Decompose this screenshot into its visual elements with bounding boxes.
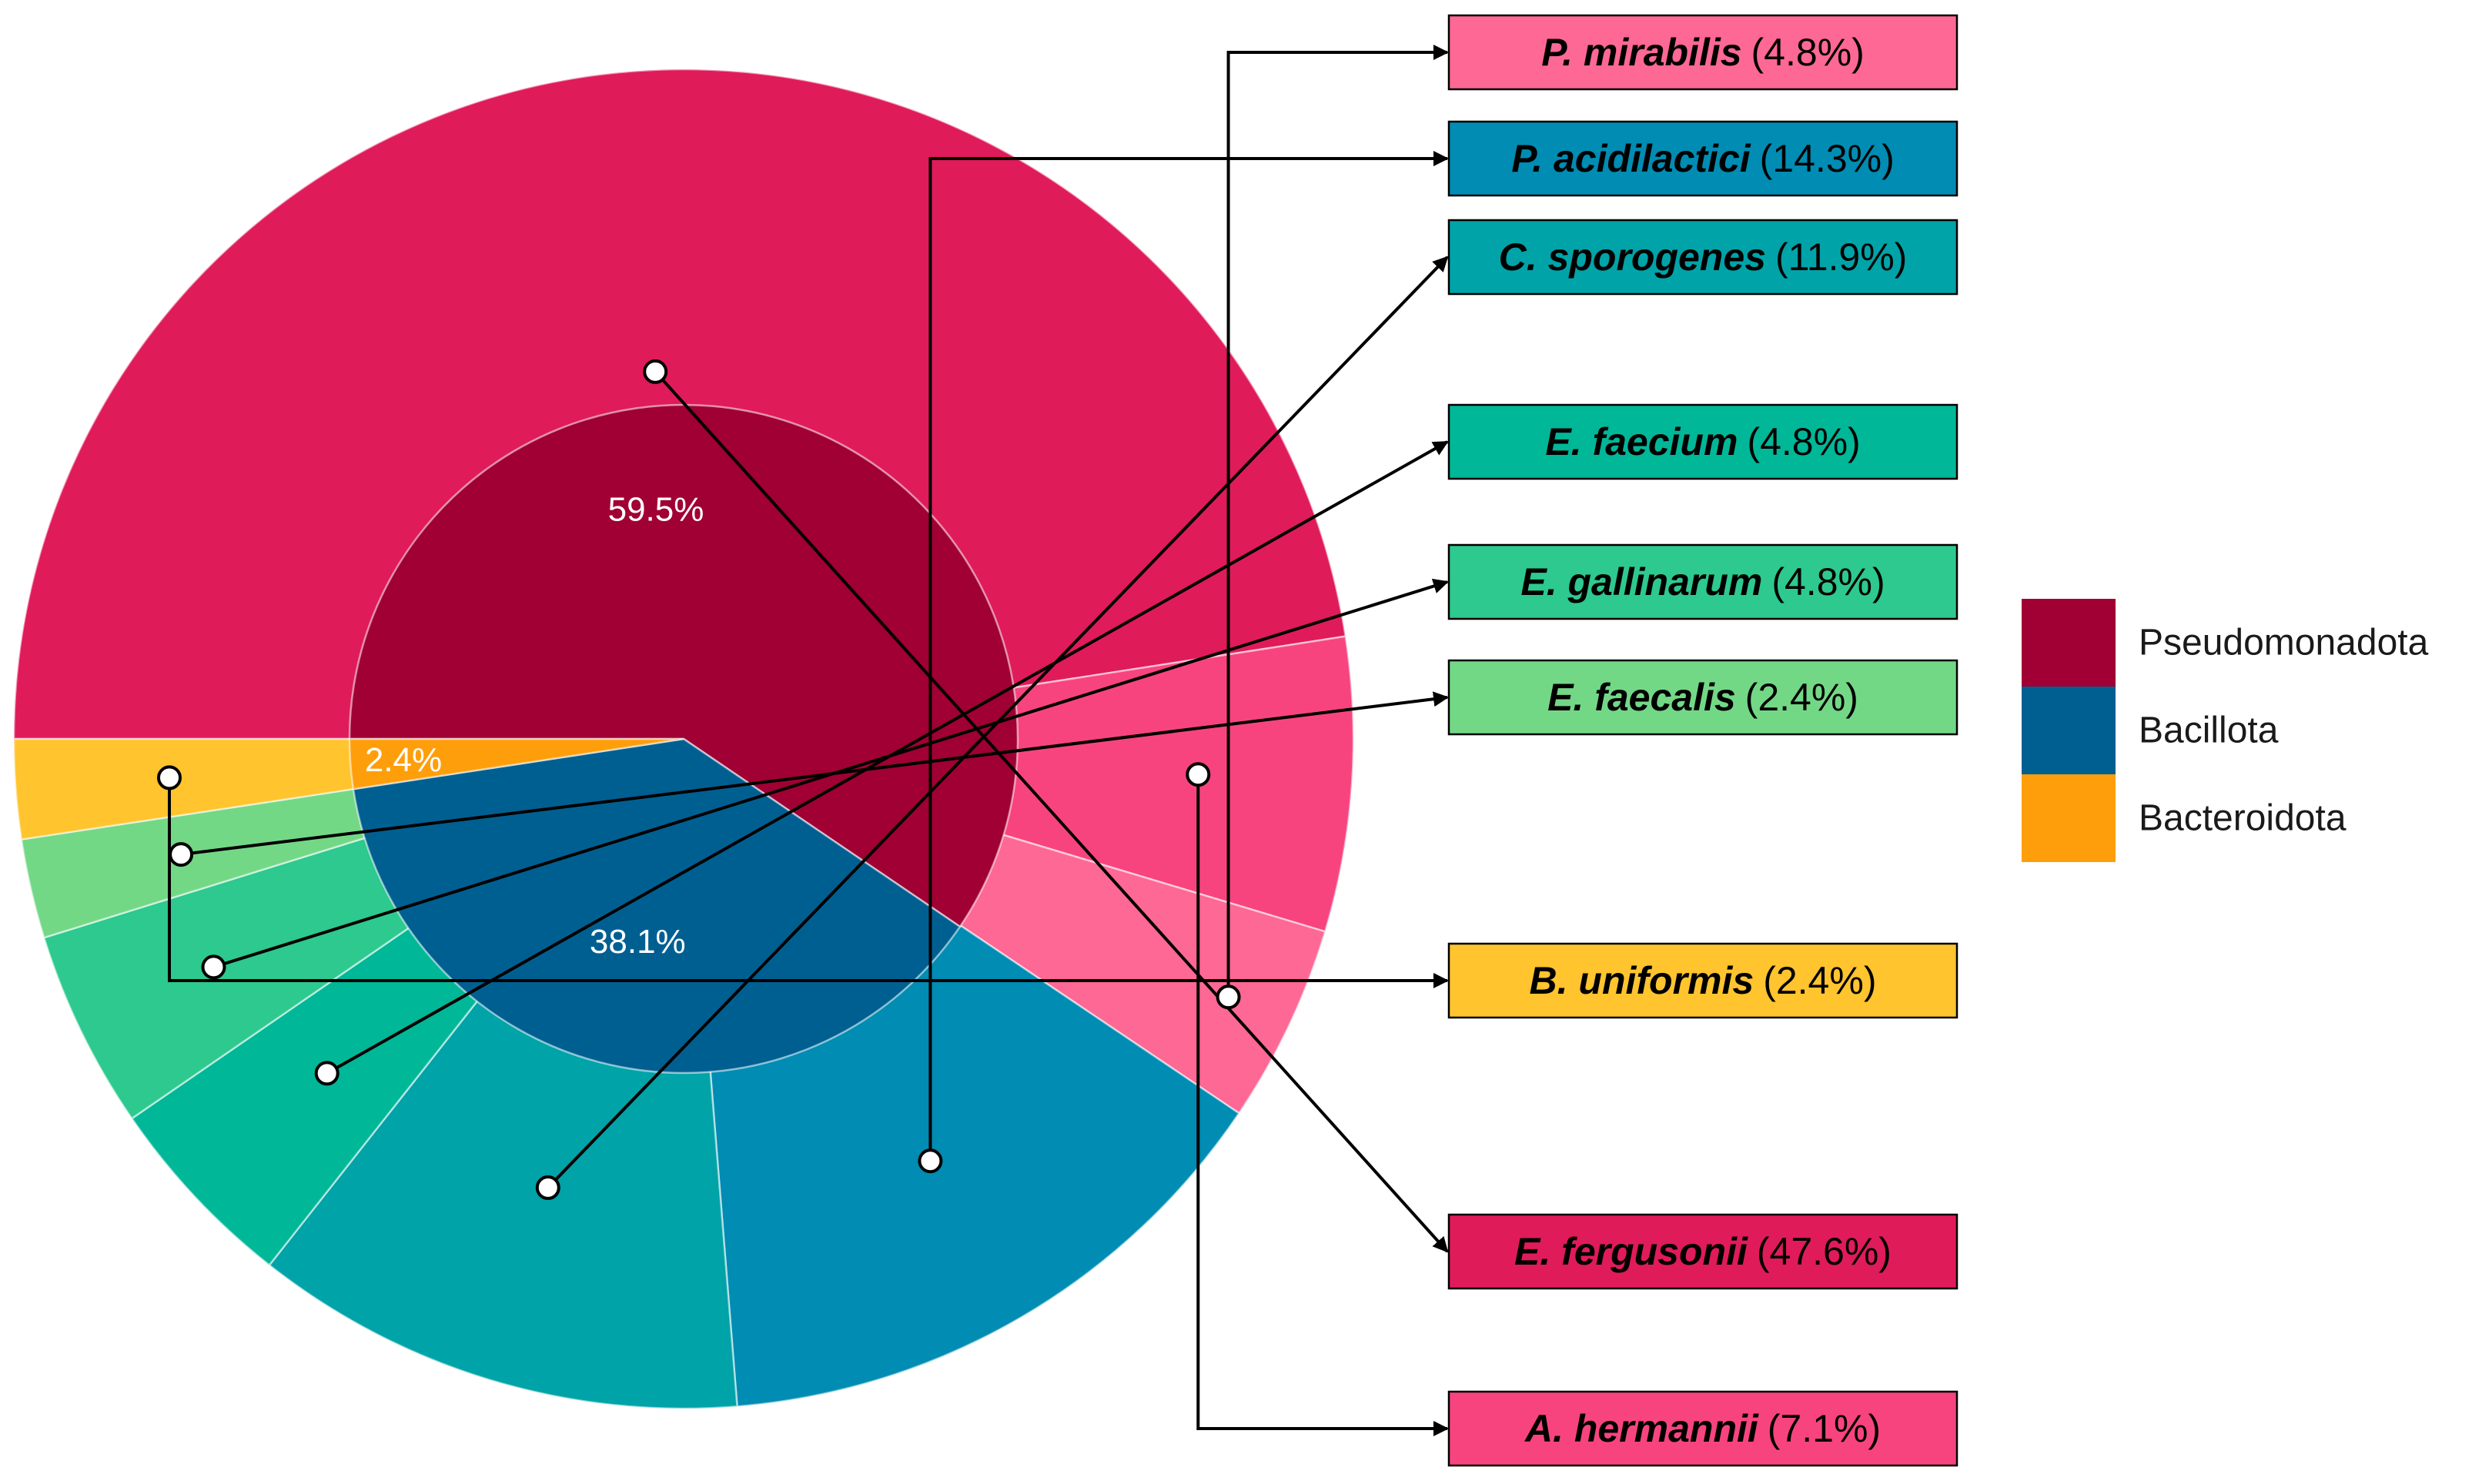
- legend-swatch-pseudomonadota: [2022, 599, 2116, 687]
- legend-label-bacillota: Bacillota: [2139, 710, 2279, 751]
- anchor-dot-e-gallinarum: [201, 954, 226, 980]
- species-percent: (47.6%): [1757, 1230, 1892, 1273]
- callout-box-e-gallinarum: [1447, 543, 1959, 620]
- callout-label-b-uniformis: B. uniformis (2.4%): [1530, 959, 1877, 1002]
- callout-label-e-fergusonii: E. fergusonii (47.6%): [1514, 1230, 1892, 1273]
- leader-e-faecalis: [180, 691, 1449, 857]
- callout-label-c-sporogenes: C. sporogenes (11.9%): [1499, 236, 1908, 279]
- species-name: P. mirabilis: [1541, 31, 1741, 74]
- callout-box-a-hermannii: [1447, 1390, 1959, 1467]
- callout-label-p-acidilactici: P. acidilactici (14.3%): [1511, 137, 1894, 180]
- species-percent: (11.9%): [1775, 236, 1907, 279]
- species-name: E. faecium: [1545, 420, 1738, 463]
- species-percent: (7.1%): [1768, 1407, 1881, 1450]
- anchor-dot-b-uniformis: [157, 765, 182, 790]
- inner-slice-pseudomonadota: [348, 403, 1019, 928]
- leader-b-uniformis: [167, 777, 1449, 988]
- species-percent: (4.8%): [1747, 420, 1860, 463]
- species-name: E. faecalis: [1547, 676, 1736, 719]
- leader-p-mirabilis: [1226, 45, 1449, 998]
- anchor-dot-e-fergusonii: [643, 359, 668, 384]
- leader-p-acidilactici: [928, 151, 1449, 1161]
- inner-slice-bacillota: [352, 737, 962, 1075]
- species-name: E. gallinarum: [1520, 560, 1762, 603]
- callout-label-e-faecalis: E. faecalis (2.4%): [1547, 676, 1858, 719]
- leader-e-fergusonii: [654, 370, 1449, 1253]
- inner-label-pseudomonadota: 59.5%: [608, 491, 704, 529]
- callout-box-b-uniformis: [1447, 942, 1959, 1019]
- legend-swatch-bacillota: [2022, 687, 2116, 774]
- species-name: B. uniformis: [1530, 959, 1754, 1002]
- anchor-dot-c-sporogenes: [535, 1175, 560, 1200]
- legend: Pseudomonadota Bacillota Bacteroidota: [2022, 599, 2429, 862]
- anchor-dot-e-faecium: [314, 1061, 340, 1086]
- species-percent: (2.4%): [1745, 676, 1858, 719]
- callout-label-e-faecium: E. faecium (4.8%): [1545, 420, 1860, 463]
- inner-label-bacillota: 38.1%: [590, 923, 686, 961]
- species-percent: (14.3%): [1760, 137, 1895, 180]
- callout-box-c-sporogenes: [1447, 219, 1959, 296]
- anchor-dot-p-mirabilis: [1216, 984, 1241, 1010]
- callout-box-e-faecalis: [1447, 659, 1959, 736]
- callout-label-a-hermannii: A. hermannii (7.1%): [1524, 1407, 1881, 1450]
- inner-label-bacteroidota: 2.4%: [365, 741, 442, 779]
- legend-label-pseudomonadota: Pseudomonadota: [2139, 623, 2429, 663]
- species-percent: (4.8%): [1751, 31, 1865, 74]
- callout-label-p-mirabilis: P. mirabilis (4.8%): [1541, 31, 1865, 74]
- leader-a-hermannii: [1196, 774, 1449, 1436]
- species-name: C. sporogenes: [1499, 236, 1766, 279]
- legend-swatch-bacteroidota: [2022, 774, 2116, 862]
- species-percent: (4.8%): [1771, 560, 1885, 603]
- callout-labels: E. fergusonii (47.6%) A. hermannii (7.1%) P.…: [1447, 14, 1959, 1467]
- anchor-dot-e-faecalis: [169, 842, 194, 867]
- anchor-dot-p-acidilactici: [918, 1148, 943, 1174]
- outer-slice-a-hermannii: [683, 635, 1355, 933]
- callout-box-p-acidilactici: [1447, 120, 1959, 197]
- inner-slice-bacteroidota: [348, 737, 684, 790]
- species-name: P. acidilactici: [1511, 137, 1751, 180]
- species-percent: (2.4%): [1763, 959, 1876, 1002]
- callout-box-e-fergusonii: [1447, 1213, 1959, 1290]
- legend-label-bacteroidota: Bacteroidota: [2139, 798, 2347, 839]
- inner-ring-labels: 59.5% 38.1% 2.4%: [365, 491, 704, 961]
- callout-box-e-faecium: [1447, 403, 1959, 480]
- leader-lines: [157, 45, 1449, 1436]
- species-name: E. fergusonii: [1514, 1230, 1748, 1273]
- anchor-dot-a-hermannii: [1186, 762, 1211, 787]
- species-name: A. hermannii: [1524, 1407, 1759, 1450]
- callout-label-e-gallinarum: E. gallinarum (4.8%): [1520, 560, 1885, 603]
- inner-ring: [348, 403, 1019, 1075]
- callout-box-p-mirabilis: [1447, 14, 1959, 91]
